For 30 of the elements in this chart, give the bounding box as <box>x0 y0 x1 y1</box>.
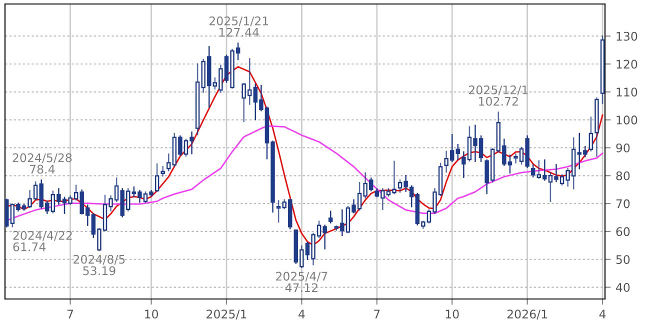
y-tick-label: 110 <box>616 88 638 97</box>
x-tick-label: 10 <box>145 310 158 319</box>
y-tick-label: 40 <box>616 283 630 292</box>
x-tick-label: 2025/1 <box>206 310 246 320</box>
annotation: 2024/4/22 61.74 <box>13 230 72 252</box>
annotation: 2024/5/28 78.4 <box>12 153 72 174</box>
annotation: 2024/8/5 53.19 <box>74 254 125 276</box>
x-tick-label: 7 <box>374 310 380 318</box>
y-tick-label: 120 <box>616 60 638 69</box>
candlestick <box>328 210 333 224</box>
x-tick-label: 7 <box>68 310 74 318</box>
y-tick-label: 80 <box>616 171 630 180</box>
y-tick-label: 130 <box>616 32 638 41</box>
y-tick-label: 60 <box>616 227 630 236</box>
annotation: 2025/12/1 102.72 <box>468 85 528 106</box>
candlestick <box>160 166 165 177</box>
candlestick <box>456 144 460 160</box>
candlestick <box>166 154 171 172</box>
y-tick-label: 90 <box>616 143 630 152</box>
x-tick-label: 4 <box>599 310 606 318</box>
candlestick <box>154 163 160 192</box>
x-tick-label: 10 <box>446 310 459 319</box>
y-tick-label: 50 <box>616 255 630 264</box>
y-tick-label: 100 <box>616 116 638 124</box>
candlestick <box>530 164 536 178</box>
y-tick-label: 70 <box>616 199 630 208</box>
x-tick-label: 4 <box>298 310 305 318</box>
x-tick-label: 2026/1 <box>507 310 547 320</box>
annotation: 2025/4/7 47.12 <box>276 272 328 292</box>
annotation: 2025/1/21 127.44 <box>209 16 268 37</box>
